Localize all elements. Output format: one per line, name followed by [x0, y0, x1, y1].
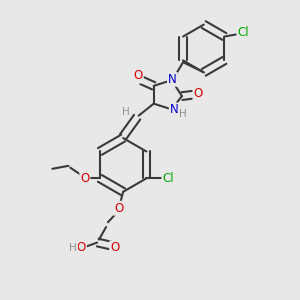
- Text: O: O: [80, 172, 89, 185]
- Text: Cl: Cl: [237, 26, 249, 39]
- Text: O: O: [134, 70, 143, 83]
- Text: O: O: [110, 242, 119, 254]
- Text: N: N: [168, 73, 177, 86]
- Text: N: N: [170, 103, 178, 116]
- Text: O: O: [194, 87, 202, 100]
- Text: H: H: [178, 109, 186, 119]
- Text: O: O: [114, 202, 123, 215]
- Text: O: O: [77, 241, 86, 254]
- Text: Cl: Cl: [162, 172, 174, 185]
- Text: H: H: [122, 107, 130, 117]
- Text: H: H: [69, 243, 77, 253]
